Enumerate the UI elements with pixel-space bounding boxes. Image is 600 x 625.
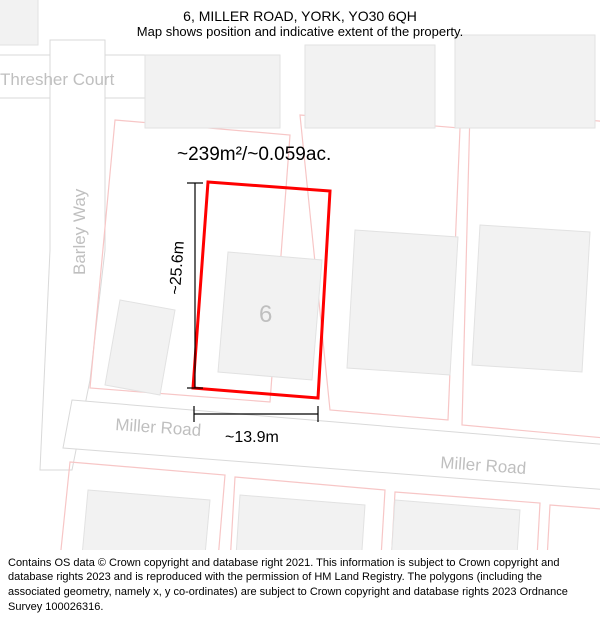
- page-title: 6, MILLER ROAD, YORK, YO30 6QH: [10, 8, 590, 24]
- building-2: [305, 45, 435, 128]
- building-6: [347, 230, 458, 375]
- area-label: ~239m²/~0.059ac.: [177, 144, 331, 165]
- building-3: [455, 35, 595, 128]
- map-svg: ~239m²/~0.059ac. 6 ~25.6m ~13.9m Thresher Co…: [0, 0, 600, 560]
- road-label-0: Thresher Court: [0, 70, 115, 89]
- copyright-footer: Contains OS data © Crown copyright and d…: [0, 550, 600, 625]
- page-subtitle: Map shows position and indicative extent…: [10, 24, 590, 39]
- road-label-1: Barley Way: [70, 188, 89, 275]
- house-number: 6: [259, 301, 272, 328]
- building-7: [472, 225, 590, 372]
- dim-height-label: ~25.6m: [167, 240, 188, 295]
- header: 6, MILLER ROAD, YORK, YO30 6QH Map shows…: [0, 0, 600, 43]
- dim-width-label: ~13.9m: [225, 429, 279, 446]
- building-1: [145, 55, 280, 128]
- map-canvas: ~239m²/~0.059ac. 6 ~25.6m ~13.9m Thresher Co…: [0, 0, 600, 560]
- building-4: [105, 300, 175, 395]
